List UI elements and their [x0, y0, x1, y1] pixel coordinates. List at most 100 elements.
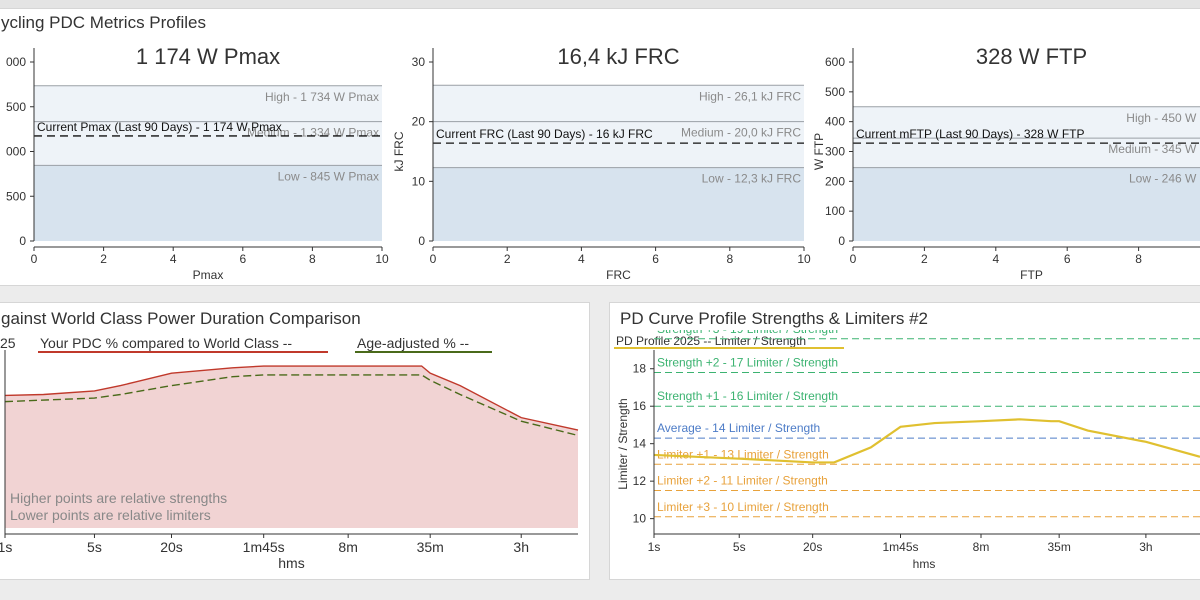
- y-tick-label: 000: [6, 55, 26, 69]
- legend-profile: PD Profile 2025 -- Limiter / Strength: [616, 334, 806, 348]
- x-tick-label: 8: [1135, 252, 1142, 266]
- x-tick-label: 10: [797, 252, 811, 266]
- legend-age: Age-adjusted % --: [357, 335, 469, 351]
- annotation-strengths: Higher points are relative strengths: [10, 490, 227, 506]
- legend-prefix: 25: [0, 335, 16, 351]
- level-label-high: High - 26,1 kJ FRC: [699, 89, 801, 103]
- chart-title: 1 174 W Pmax: [136, 44, 280, 69]
- x-tick-label: 6: [1064, 252, 1071, 266]
- y-tick-label: 000: [6, 145, 26, 159]
- x-tick-label: 2: [100, 252, 107, 266]
- level-label-medium: Medium - 1 334 W Pmax: [247, 126, 379, 140]
- y-tick-label: 100: [825, 204, 845, 218]
- level-label-medium: Medium - 345 W F: [1108, 142, 1200, 156]
- x-tick-label: 8m: [973, 540, 990, 554]
- pdc-area: [5, 366, 578, 528]
- strengths-chart: PD Profile 2025 -- Limiter / StrengthStr…: [614, 330, 1200, 571]
- y-tick-label: 10: [633, 512, 647, 526]
- x-tick-label: 0: [430, 252, 437, 266]
- x-tick-label: 4: [992, 252, 999, 266]
- x-tick-label: 20s: [160, 539, 183, 555]
- lower-band: [34, 165, 382, 241]
- x-tick-label: 2: [921, 252, 928, 266]
- upper-band: [34, 85, 382, 166]
- current-label: Current Pmax (Last 90 Days) - 1 174 W Pm…: [37, 120, 282, 134]
- x-tick-label: 0: [31, 252, 38, 266]
- x-tick-label: 20s: [803, 540, 822, 554]
- x-tick-label: 8m: [338, 539, 357, 555]
- y-tick-label: 16: [633, 399, 647, 413]
- x-tick-label: 5s: [733, 540, 746, 554]
- x-tick-label: 4: [578, 252, 585, 266]
- x-axis-label: hms: [278, 555, 304, 571]
- annotation-limiters: Lower points are relative limiters: [10, 507, 211, 523]
- level-label-low: Low - 845 W Pmax: [278, 169, 379, 183]
- upper-band: [853, 106, 1200, 168]
- legend-pdc: Your PDC % compared to World Class --: [40, 335, 292, 351]
- x-tick-label: 1s: [0, 539, 12, 555]
- x-axis-label: FTP: [1020, 268, 1043, 282]
- x-tick-label: 35m: [417, 539, 444, 555]
- frc-chart: High - 26,1 kJ FRC Medium - 20,0 kJ FRC Lo…: [392, 44, 811, 282]
- strengths-panel-title: PD Curve Profile Strengths & Limiters #2: [620, 309, 929, 328]
- y-tick-label: 500: [6, 189, 26, 203]
- current-label: Current FRC (Last 90 Days) - 16 kJ FRC: [436, 127, 653, 141]
- reference-label: Strength +1 - 16 Limiter / Strength: [657, 389, 838, 403]
- chart-title: 328 W FTP: [976, 44, 1087, 69]
- x-tick-label: 35m: [1047, 540, 1070, 554]
- x-tick-label: 3h: [1139, 540, 1152, 554]
- x-tick-label: 4: [170, 252, 177, 266]
- x-tick-label: 1s: [648, 540, 661, 554]
- x-tick-label: 3h: [513, 539, 529, 555]
- comparison-panel-title: gainst World Class Power Duration Compar…: [1, 309, 361, 328]
- x-tick-label: 1m45s: [882, 540, 918, 554]
- reference-label: Limiter +3 - 10 Limiter / Strength: [657, 500, 829, 514]
- level-label-high: High - 1 734 W Pmax: [265, 90, 379, 104]
- x-tick-label: 0: [850, 252, 857, 266]
- y-tick-label: 500: [6, 100, 26, 114]
- y-tick-label: 12: [633, 474, 647, 488]
- x-tick-label: 1m45s: [243, 539, 285, 555]
- comparison-chart: 25 Your PDC % compared to World Class -- A…: [0, 335, 579, 571]
- reference-label: Limiter +2 - 11 Limiter / Strength: [657, 474, 828, 488]
- y-tick-label: 30: [412, 55, 426, 69]
- y-axis-label: kJ FRC: [392, 131, 406, 171]
- level-label-low: Low - 246 W F: [1129, 172, 1200, 186]
- reference-label: Strength +3 - 19 Limiter / Strength: [657, 330, 838, 336]
- level-label-low: Low - 12,3 kJ FRC: [702, 172, 802, 186]
- reference-label: Average - 14 Limiter / Strength: [657, 421, 820, 435]
- x-tick-label: 5s: [87, 539, 102, 555]
- lower-band: [433, 167, 804, 241]
- y-tick-label: 500: [825, 85, 845, 99]
- ftp-chart: High - 450 W F Medium - 345 W F Low - 246 …: [812, 44, 1200, 282]
- level-label-high: High - 450 W F: [1126, 111, 1200, 125]
- lower-band: [853, 167, 1200, 241]
- x-tick-label: 8: [726, 252, 733, 266]
- y-tick-label: 300: [825, 145, 845, 159]
- x-tick-label: 2: [504, 252, 511, 266]
- metrics-panel-title: ycling PDC Metrics Profiles: [1, 13, 206, 32]
- y-tick-label: 600: [825, 55, 845, 69]
- upper-band: [433, 85, 804, 168]
- level-label-medium: Medium - 20,0 kJ FRC: [681, 126, 801, 140]
- top-strip: [0, 0, 1200, 8]
- age-line: [4, 374, 579, 437]
- y-axis-label: Limiter / Strength: [616, 398, 630, 489]
- chart-title: 16,4 kJ FRC: [557, 44, 679, 69]
- y-tick-label: 400: [825, 115, 845, 129]
- profile-line: [653, 418, 1200, 464]
- y-tick-label: 10: [412, 174, 426, 188]
- y-tick-label: 18: [633, 362, 647, 376]
- y-axis-label: W FTP: [812, 133, 826, 170]
- x-axis-label: FRC: [606, 268, 631, 282]
- y-tick-label: 14: [633, 437, 647, 451]
- pdc-line: [4, 365, 579, 431]
- x-tick-label: 6: [239, 252, 246, 266]
- current-label: Current mFTP (Last 90 Days) - 328 W FTP: [856, 127, 1085, 141]
- y-tick-label: 20: [412, 115, 426, 129]
- y-tick-label: 200: [825, 174, 845, 188]
- y-tick-label: 0: [19, 234, 26, 248]
- x-tick-label: 6: [652, 252, 659, 266]
- x-tick-label: 8: [309, 252, 316, 266]
- x-axis-label: hms: [913, 557, 936, 571]
